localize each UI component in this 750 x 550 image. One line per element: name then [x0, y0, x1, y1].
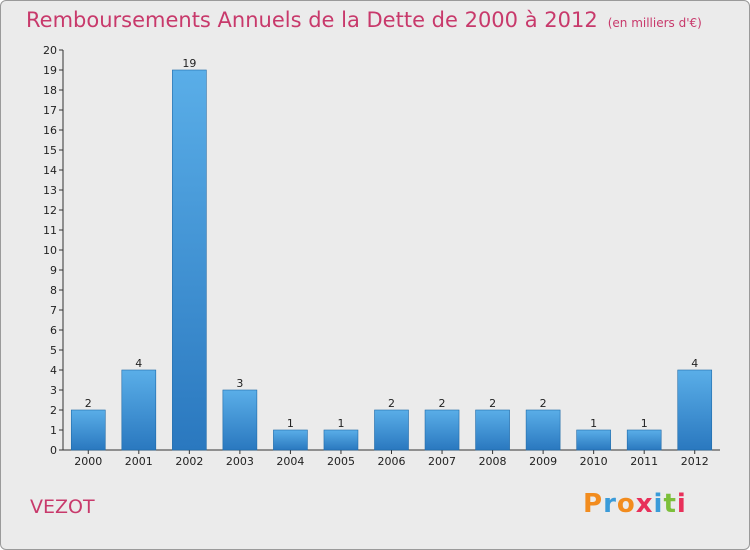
logo-letter: r — [603, 489, 617, 519]
y-tick-label: 13 — [43, 184, 57, 197]
data-label: 2 — [388, 397, 395, 410]
bar — [525, 409, 561, 451]
x-tick-label: 2007 — [428, 455, 456, 468]
bar — [424, 409, 460, 451]
chart-title-text: Remboursements Annuels de la Dette de 20… — [26, 8, 598, 32]
bar — [172, 69, 207, 451]
y-tick-label: 8 — [50, 284, 57, 297]
bar — [273, 429, 308, 451]
data-label: 1 — [590, 417, 597, 430]
y-tick-label: 9 — [50, 264, 57, 277]
bar — [121, 369, 157, 451]
x-tick-label: 2004 — [276, 455, 304, 468]
x-tick-label: 2009 — [529, 455, 557, 468]
bar — [475, 409, 510, 451]
y-tick-label: 18 — [43, 84, 57, 97]
x-tick-label: 2012 — [681, 455, 709, 468]
data-label: 3 — [236, 377, 243, 390]
data-label: 1 — [337, 417, 344, 430]
chart-unit: (en milliers d'€) — [607, 16, 702, 30]
y-tick-label: 6 — [50, 324, 57, 337]
x-tick-label: 2011 — [630, 455, 658, 468]
bar — [374, 409, 409, 451]
data-label: 19 — [182, 57, 196, 70]
data-label: 1 — [287, 417, 294, 430]
y-tick-label: 12 — [43, 204, 57, 217]
y-tick-label: 5 — [50, 344, 57, 357]
logo-letter: P — [583, 489, 604, 519]
y-tick-label: 10 — [43, 244, 57, 257]
bar — [677, 369, 713, 451]
y-tick-label: 19 — [43, 64, 57, 77]
bar — [576, 429, 611, 451]
data-label: 4 — [691, 357, 698, 370]
data-label: 2 — [489, 397, 496, 410]
y-tick-label: 11 — [43, 224, 57, 237]
y-tick-label: 1 — [50, 424, 57, 437]
logo-letter: i — [653, 489, 664, 519]
chart-title: Remboursements Annuels de la Dette de 20… — [26, 8, 702, 32]
y-tick-label: 16 — [43, 124, 57, 137]
x-tick-label: 2000 — [74, 455, 102, 468]
y-tick-label: 17 — [43, 104, 57, 117]
y-tick-label: 3 — [50, 384, 57, 397]
bar — [222, 389, 258, 451]
x-tick-label: 2002 — [175, 455, 203, 468]
x-tick-label: 2001 — [125, 455, 153, 468]
logo-letter: o — [616, 489, 636, 519]
bar — [323, 429, 359, 451]
y-tick-label: 0 — [50, 444, 57, 457]
data-label: 1 — [641, 417, 648, 430]
y-tick-label: 15 — [43, 144, 57, 157]
logo-letter: i — [676, 489, 687, 519]
commune-name: VEZOT — [30, 496, 95, 518]
x-tick-label: 2010 — [580, 455, 608, 468]
data-label: 2 — [540, 397, 547, 410]
data-label: 2 — [85, 397, 92, 410]
y-tick-label: 4 — [50, 364, 57, 377]
bar — [70, 409, 106, 451]
x-tick-label: 2006 — [378, 455, 406, 468]
y-tick-label: 7 — [50, 304, 57, 317]
data-label: 4 — [135, 357, 142, 370]
proxiti-logo: Proxiti — [583, 489, 687, 519]
data-label: 2 — [439, 397, 446, 410]
logo-letter: t — [663, 489, 677, 519]
y-tick-label: 2 — [50, 404, 57, 417]
y-tick-label: 20 — [43, 44, 57, 57]
bar — [626, 429, 662, 451]
x-tick-label: 2005 — [327, 455, 355, 468]
x-tick-label: 2008 — [479, 455, 507, 468]
x-tick-label: 2003 — [226, 455, 254, 468]
logo-letter: x — [635, 489, 654, 519]
y-tick-label: 14 — [43, 164, 57, 177]
